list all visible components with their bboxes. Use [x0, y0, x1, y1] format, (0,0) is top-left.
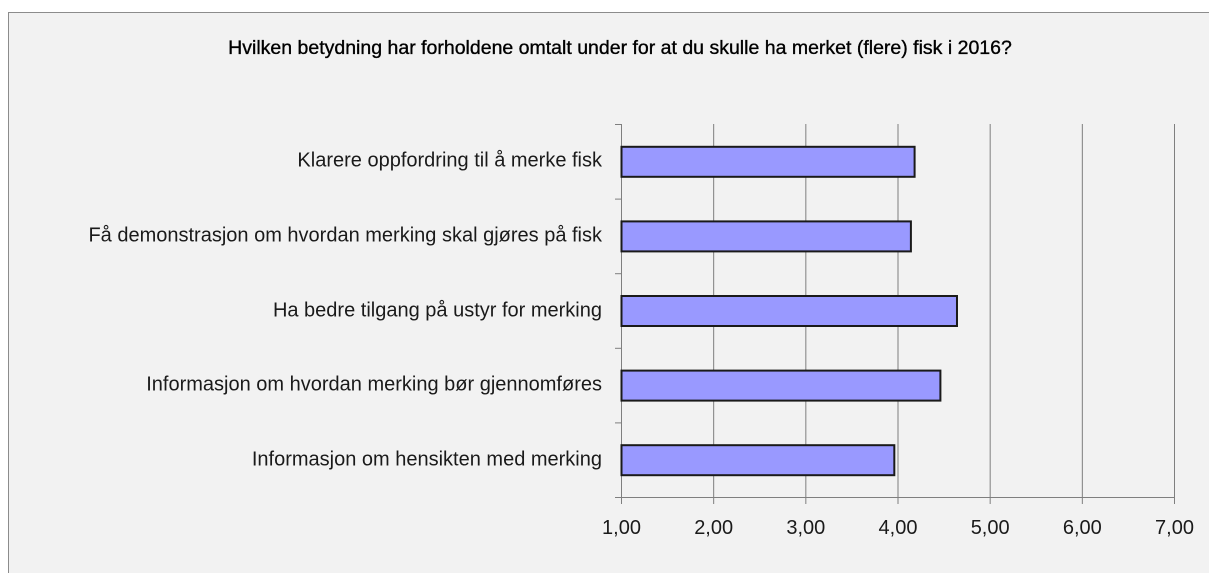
chart-title: Hvilken betydning har forholdene omtalt … — [228, 37, 1012, 59]
bar — [620, 369, 942, 402]
x-tick-label: 2,00 — [694, 517, 733, 539]
bar — [620, 220, 912, 253]
x-tick-label: 5,00 — [971, 517, 1010, 539]
bars — [620, 145, 958, 477]
x-tick-label: 3,00 — [786, 517, 825, 539]
category-label: Informasjon om hensikten med merking — [251, 448, 602, 471]
chart-frame — [8, 12, 1209, 573]
x-tick-label: 7,00 — [1155, 517, 1194, 539]
x-tick-label: 6,00 — [1063, 517, 1102, 539]
category-label: Klarere oppfordring til å merke fisk — [297, 149, 602, 172]
category-label: Informasjon om hvordan merking bør gjenn… — [146, 373, 602, 396]
bar — [620, 444, 896, 477]
category-label: Ha bedre tilgang på ustyr for merking — [272, 299, 602, 321]
x-axis-ticks: 1,00 2,00 3,00 4,00 5,00 6,00 7,00 — [602, 497, 1194, 539]
x-tick-label: 4,00 — [879, 517, 918, 539]
bar — [620, 295, 958, 327]
x-tick-label: 1,00 — [602, 517, 641, 539]
bar — [620, 145, 916, 178]
category-label: Få demonstrasjon om hvordan merking skal… — [88, 224, 602, 247]
